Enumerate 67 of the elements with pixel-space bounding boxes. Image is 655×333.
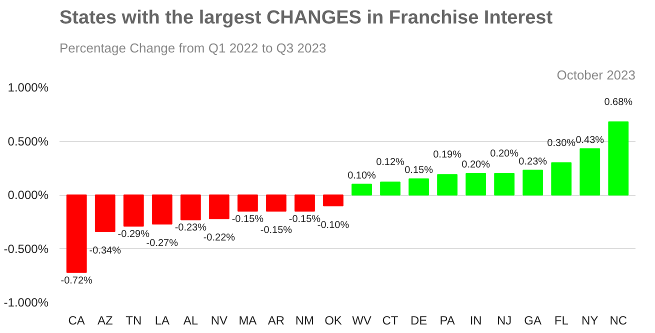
bar — [208, 194, 230, 220]
bar — [466, 173, 486, 196]
data-label: 0.19% — [433, 150, 462, 161]
data-label: 0.23% — [518, 156, 548, 168]
bar — [152, 194, 172, 225]
x-tick-label: IN — [470, 314, 482, 328]
x-tick-label: NV — [210, 314, 228, 328]
data-label: -0.34% — [89, 246, 122, 257]
y-tick-label: -1.000% — [4, 296, 49, 310]
x-tick-label: AL — [183, 314, 198, 328]
bar — [266, 194, 286, 212]
bar — [94, 194, 116, 232]
bar — [522, 170, 544, 196]
y-tick-label: 1.000% — [8, 80, 49, 94]
y-tick-label: -0.500% — [4, 242, 49, 256]
chart-subtitle: Percentage Change from Q1 2022 to Q3 2023 — [60, 40, 326, 56]
x-tick-label: NY — [582, 314, 598, 328]
bar — [180, 194, 201, 220]
x-tick-label: WV — [352, 314, 372, 328]
x-tick-label: AZ — [97, 314, 113, 328]
y-tick-label: 0.500% — [8, 134, 49, 148]
data-label: -0.23% — [174, 222, 207, 234]
x-tick-label: FL — [554, 314, 569, 328]
data-label: -0.22% — [203, 232, 236, 244]
data-label: -0.72% — [60, 275, 93, 286]
x-tick-label: GA — [524, 314, 542, 328]
data-label: 0.20% — [462, 160, 490, 170]
bar — [123, 194, 144, 227]
data-label: 0.68% — [604, 96, 633, 108]
data-label: -0.15% — [288, 214, 321, 226]
data-label: 0.30% — [547, 138, 576, 149]
x-tick-label: AR — [268, 314, 285, 328]
bar — [323, 194, 344, 206]
x-tick-label: CA — [68, 314, 85, 328]
bar — [294, 194, 315, 212]
bar — [408, 178, 429, 196]
bar — [66, 194, 87, 273]
bar — [494, 173, 515, 196]
x-tick-label: NJ — [497, 314, 512, 328]
x-tick-label: MA — [238, 314, 257, 328]
bar — [352, 184, 372, 196]
bar — [580, 148, 600, 196]
data-label: -0.27% — [146, 238, 178, 250]
x-tick-label: NC — [610, 314, 628, 328]
bar — [551, 162, 572, 196]
data-label: 0.12% — [376, 157, 405, 168]
x-tick-label: OK — [324, 314, 342, 328]
x-tick-label: PA — [440, 314, 455, 328]
data-label: 0.15% — [404, 164, 434, 176]
x-tick-label: TN — [126, 314, 142, 328]
x-tick-label: CT — [382, 314, 399, 328]
data-label: -0.15% — [232, 214, 264, 226]
bar — [380, 182, 400, 196]
data-label: -0.15% — [260, 225, 292, 236]
data-label: 0.20% — [490, 148, 519, 160]
x-tick-label: LA — [154, 314, 170, 328]
bar — [238, 194, 258, 212]
data-label: -0.29% — [118, 229, 150, 240]
bar — [608, 121, 629, 196]
bar — [437, 174, 458, 196]
data-label: 0.10% — [348, 170, 376, 182]
x-tick-label: NM — [295, 314, 314, 328]
chart-title: States with the largest CHANGES in Franchise Interest — [60, 8, 554, 28]
y-tick-label: 0.000% — [8, 188, 49, 202]
data-label: 0.43% — [576, 134, 604, 146]
x-tick-label: DE — [410, 314, 428, 328]
text: October 2023 — [556, 68, 636, 82]
